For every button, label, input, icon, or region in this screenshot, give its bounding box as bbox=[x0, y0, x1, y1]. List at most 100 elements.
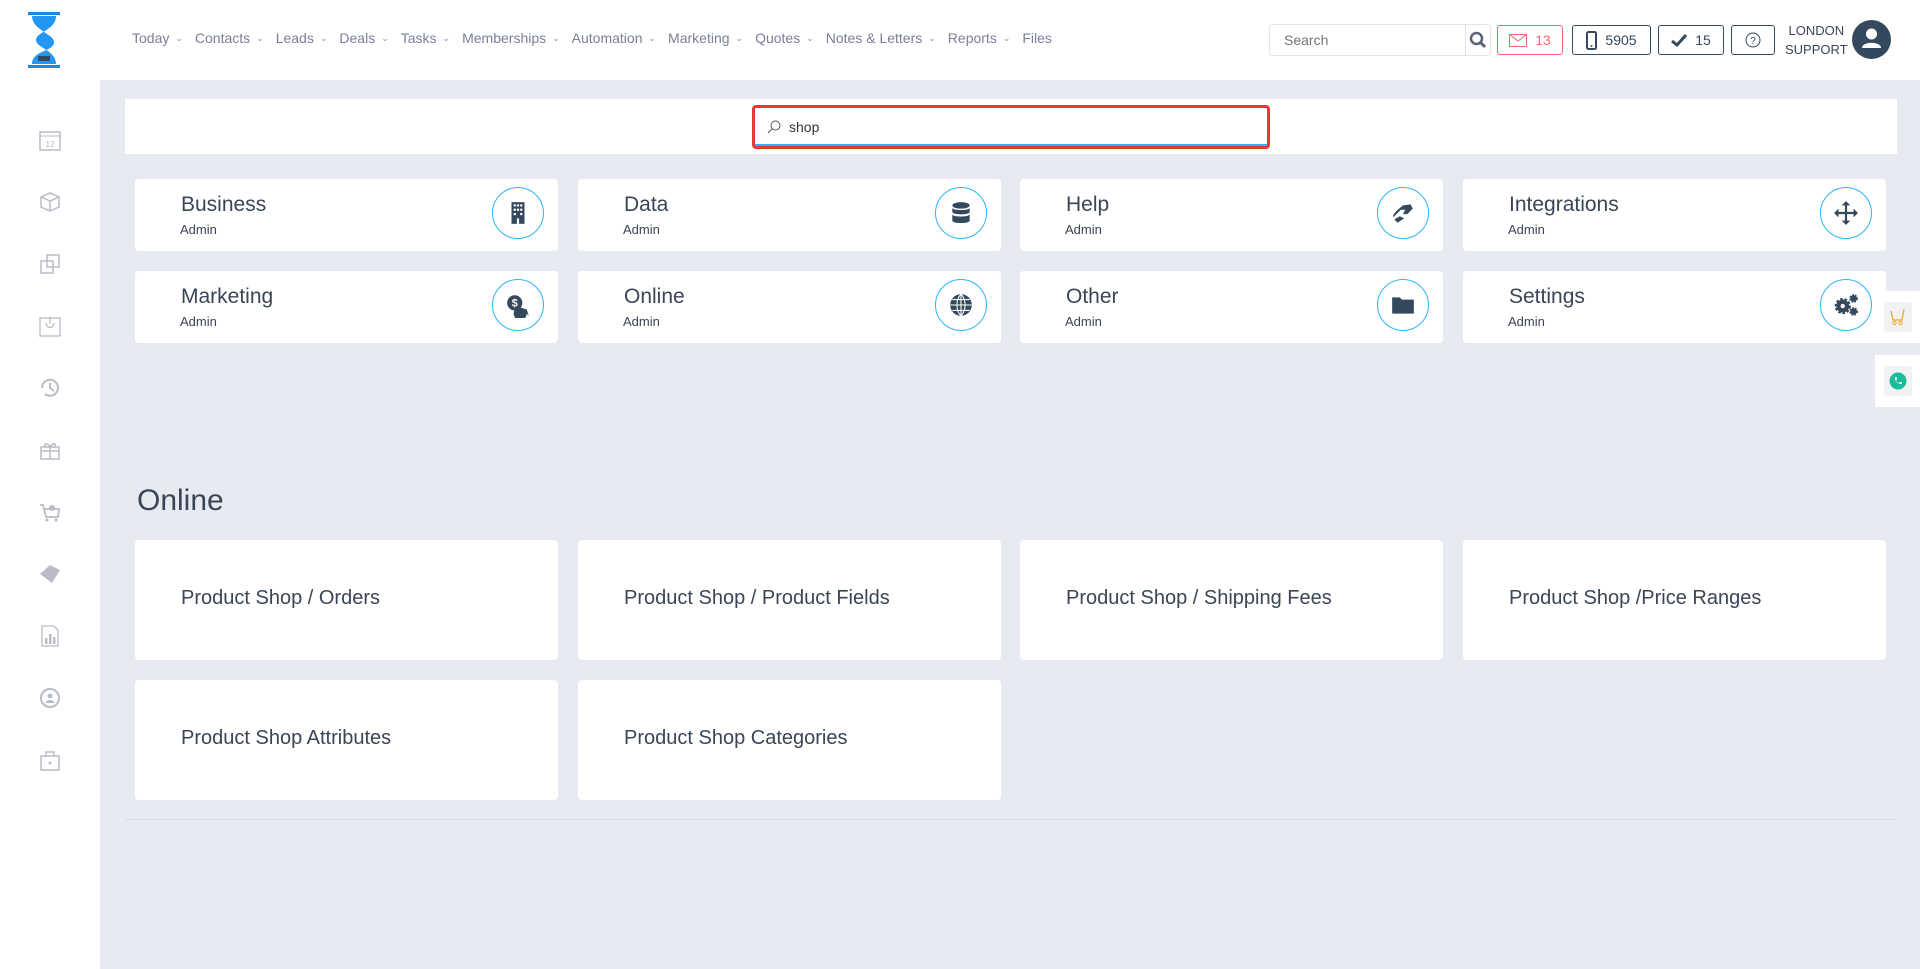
category-card-business[interactable]: Business Admin bbox=[135, 179, 558, 251]
chevron-down-icon: ⌄ bbox=[319, 32, 328, 43]
category-subtitle: Admin bbox=[623, 222, 660, 237]
nav-label: Automation bbox=[571, 30, 643, 46]
result-card[interactable]: Product Shop Categories bbox=[578, 680, 1001, 800]
nav-label: Deals bbox=[339, 30, 376, 46]
svg-text:$: $ bbox=[512, 298, 518, 310]
shopping-cart-icon[interactable] bbox=[38, 500, 62, 524]
result-card[interactable]: Product Shop / Product Fields bbox=[578, 540, 1001, 660]
checkmark-icon bbox=[1671, 33, 1688, 47]
tasks-count: 15 bbox=[1695, 32, 1711, 48]
calendar-icon[interactable]: 12 bbox=[38, 128, 62, 152]
nav-contacts[interactable]: Contacts ⌄ bbox=[195, 30, 264, 46]
divider bbox=[125, 819, 1897, 820]
category-icon-circle: $ bbox=[492, 279, 544, 331]
gift-icon[interactable] bbox=[38, 438, 62, 462]
nav-label: Today bbox=[132, 30, 170, 46]
nav-today[interactable]: Today ⌄ bbox=[132, 30, 183, 46]
nav-label: Quotes bbox=[755, 30, 801, 46]
report-icon[interactable] bbox=[38, 624, 62, 648]
category-card-settings[interactable]: Settings Admin bbox=[1463, 271, 1886, 343]
category-card-online[interactable]: Online Admin bbox=[578, 271, 1001, 343]
category-card-integrations[interactable]: Integrations Admin bbox=[1463, 179, 1886, 251]
category-subtitle: Admin bbox=[1065, 222, 1102, 237]
copy-icon[interactable] bbox=[38, 252, 62, 276]
nav-label: Memberships bbox=[462, 30, 547, 46]
box-icon[interactable] bbox=[38, 190, 62, 214]
category-card-data[interactable]: Data Admin bbox=[578, 179, 1001, 251]
nav-label: Contacts bbox=[194, 30, 251, 46]
nav-deals[interactable]: Deals ⌄ bbox=[339, 30, 388, 46]
category-title: Data bbox=[624, 193, 669, 216]
category-icon-circle bbox=[1820, 187, 1872, 239]
main-nav: Today ⌄ Contacts ⌄ Leads ⌄ Deals ⌄ Tasks ⌄ Members… bbox=[132, 30, 1064, 46]
nav-label: Reports bbox=[947, 30, 997, 46]
money-chat-icon: $ bbox=[507, 295, 529, 318]
header-search-input[interactable] bbox=[1270, 25, 1465, 55]
nav-quotes[interactable]: Quotes ⌄ bbox=[755, 30, 814, 46]
category-subtitle: Admin bbox=[180, 222, 217, 237]
tasks-button[interactable]: 15 bbox=[1658, 25, 1724, 55]
cart-float-button[interactable] bbox=[1875, 291, 1920, 343]
chevron-down-icon: ⌄ bbox=[442, 32, 451, 43]
search-button[interactable] bbox=[1465, 25, 1490, 55]
nav-leads[interactable]: Leads ⌄ bbox=[276, 30, 328, 46]
category-card-marketing[interactable]: Marketing Admin $ bbox=[135, 271, 558, 343]
app-logo[interactable] bbox=[22, 12, 78, 68]
category-title: Help bbox=[1066, 193, 1110, 216]
category-icon-circle bbox=[935, 279, 987, 331]
chevron-down-icon: ⌄ bbox=[648, 32, 657, 43]
cart-icon bbox=[1889, 308, 1905, 326]
result-card[interactable]: Product Shop / Shipping Fees bbox=[1020, 540, 1443, 660]
nav-label: Tasks bbox=[400, 30, 437, 46]
category-subtitle: Admin bbox=[623, 314, 660, 329]
nav-label: Notes & Letters bbox=[825, 30, 923, 46]
category-title: Integrations bbox=[1509, 193, 1619, 216]
svg-text:?: ? bbox=[1750, 36, 1756, 47]
category-card-help[interactable]: Help Admin bbox=[1020, 179, 1443, 251]
header-search bbox=[1269, 24, 1491, 56]
help-button[interactable]: ? bbox=[1731, 25, 1775, 55]
nav-label: Leads bbox=[275, 30, 314, 46]
building-icon bbox=[511, 202, 525, 224]
result-card[interactable]: Product Shop Attributes bbox=[135, 680, 558, 800]
category-title: Business bbox=[181, 193, 267, 216]
category-card-other[interactable]: Other Admin bbox=[1020, 271, 1443, 343]
user-icon bbox=[1862, 28, 1881, 48]
avatar[interactable] bbox=[1852, 20, 1891, 59]
phone-icon bbox=[1889, 372, 1906, 390]
user-sync-icon[interactable] bbox=[38, 686, 62, 710]
chevron-down-icon: ⌄ bbox=[1002, 32, 1011, 43]
gears-icon bbox=[1834, 294, 1858, 316]
category-icon-circle bbox=[1377, 279, 1429, 331]
sidebar: 12 bbox=[0, 80, 100, 969]
chevron-down-icon: ⌄ bbox=[175, 32, 183, 43]
phone-button[interactable]: 5905 bbox=[1572, 25, 1651, 55]
results-section-title: Online bbox=[137, 484, 224, 517]
mail-button[interactable]: 13 bbox=[1497, 25, 1563, 55]
nav-tasks[interactable]: Tasks ⌄ bbox=[401, 30, 450, 46]
history-icon[interactable] bbox=[38, 376, 62, 400]
result-card[interactable]: Product Shop / Orders bbox=[135, 540, 558, 660]
user-name[interactable]: LONDON SUPPORT bbox=[1785, 21, 1848, 59]
nav-memberships[interactable]: Memberships ⌄ bbox=[462, 30, 560, 46]
settings-search-input[interactable] bbox=[789, 119, 1229, 135]
chevron-down-icon: ⌄ bbox=[256, 32, 264, 43]
result-label: Product Shop /Price Ranges bbox=[1509, 587, 1762, 609]
category-subtitle: Admin bbox=[1065, 314, 1102, 329]
chevron-down-icon: ⌄ bbox=[552, 32, 560, 43]
result-card[interactable]: Product Shop /Price Ranges bbox=[1463, 540, 1886, 660]
user-line1: LONDON bbox=[1788, 23, 1845, 38]
ticket-icon[interactable] bbox=[38, 562, 62, 586]
nav-notes-letters[interactable]: Notes & Letters ⌄ bbox=[826, 30, 936, 46]
category-icon-circle bbox=[1820, 279, 1872, 331]
nav-automation[interactable]: Automation ⌄ bbox=[572, 30, 656, 46]
phone-float-button[interactable] bbox=[1875, 355, 1920, 407]
phone-count: 5905 bbox=[1605, 32, 1637, 48]
chevron-down-icon: ⌄ bbox=[806, 32, 814, 43]
nav-files[interactable]: Files bbox=[1022, 30, 1052, 46]
nav-reports[interactable]: Reports ⌄ bbox=[948, 30, 1011, 46]
nav-label: Files bbox=[1022, 30, 1052, 46]
lock-icon[interactable] bbox=[38, 748, 62, 772]
shopping-bag-icon[interactable] bbox=[38, 314, 62, 338]
nav-marketing[interactable]: Marketing ⌄ bbox=[668, 30, 743, 46]
